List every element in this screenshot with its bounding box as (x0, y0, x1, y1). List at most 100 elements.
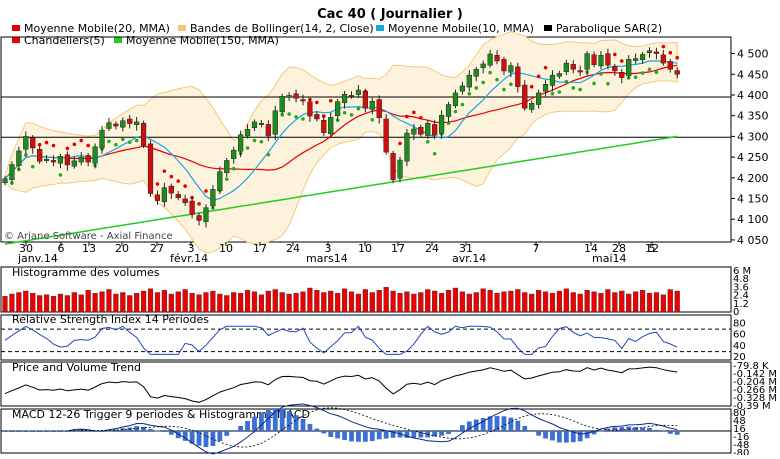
pvt-panel: Price and Volume Trend -79.8 K-0.142 M-0.… (0, 361, 777, 412)
candle-body (147, 143, 154, 194)
ma150-line (4, 135, 678, 245)
pvt-axis-label: -0.39 M (733, 401, 771, 412)
sar-dot (467, 91, 472, 96)
x-tick-label: 30 (19, 242, 33, 255)
volume-bar (154, 292, 161, 313)
sar-dot (224, 177, 229, 181)
sar-dot (370, 118, 375, 122)
ma20-line (4, 64, 678, 180)
macd-histogram-bar (203, 431, 209, 448)
candle-body (653, 51, 660, 54)
candle-body (633, 58, 639, 61)
rsi-axis-label: 60 (733, 330, 746, 341)
volume-bar (660, 294, 666, 313)
macd-histogram-bar (390, 431, 396, 438)
volume-bar (404, 291, 410, 313)
sar-dot (578, 87, 582, 92)
macd-histogram-bar (446, 431, 451, 434)
sar-dot (342, 110, 347, 115)
x-tick-label: 7 (533, 242, 540, 255)
macd-histogram-bar (356, 431, 361, 442)
macd-histogram-bar (383, 431, 389, 439)
volume-bar (307, 287, 313, 313)
macd-histogram-bar (182, 431, 188, 441)
macd-histogram-bar (563, 431, 569, 443)
sar-dot (79, 138, 84, 143)
sar-dot (557, 90, 562, 94)
volume-bar (619, 290, 625, 313)
sar-dot (529, 84, 534, 89)
candle-body (134, 121, 140, 125)
pvt-axis-label: -0.328 M (733, 393, 777, 404)
watermark: © Ariane Software - Axial Finance (4, 231, 173, 242)
y-tick-label: 4 200 (737, 172, 769, 185)
volume-bar (459, 291, 465, 313)
volume-bar (376, 290, 382, 313)
volume-bar (432, 290, 438, 313)
candle-body (64, 154, 70, 166)
sar-dot (654, 70, 659, 75)
volume-bar (161, 290, 167, 313)
sar-dot (460, 102, 465, 107)
candle-body (217, 171, 223, 191)
macd-histogram-bar (494, 416, 500, 431)
x-tick-label: 24 (286, 242, 300, 255)
volume-bar (127, 295, 133, 313)
candle-body (16, 150, 22, 166)
candle-body (577, 70, 583, 73)
volume-bar (445, 290, 452, 313)
volume-bar (341, 288, 348, 313)
volume-bar (390, 290, 396, 313)
volume-bar (584, 290, 590, 313)
candle-body (293, 93, 299, 99)
volume-axis-label: 3.6 (733, 282, 749, 293)
volume-bar (203, 292, 209, 313)
macd-histogram-bar (487, 416, 493, 431)
candle-body (598, 55, 604, 67)
legend-label: Moyenne Mobile(10, MMA) (388, 22, 534, 35)
macd-histogram-bar (557, 431, 562, 443)
volume-bar (633, 291, 639, 313)
candle-body (418, 127, 424, 135)
y-tick-label: 4 400 (737, 89, 769, 102)
macd-axis-label: 80 (733, 408, 746, 419)
sar-dot (301, 117, 305, 121)
legend-label: Moyenne Mobile(150, MMA) (126, 34, 279, 47)
volume-bar (134, 293, 140, 313)
sar-dot (640, 71, 645, 75)
y-tick-label: 4 150 (737, 193, 769, 206)
sar-dot (613, 52, 617, 57)
volume-bar (355, 293, 362, 313)
x-tick-label: 28 (612, 242, 626, 255)
volume-bar (64, 295, 70, 313)
candle-body (50, 160, 57, 163)
sar-dot (419, 115, 423, 120)
volume-bar (563, 288, 569, 313)
sar-dot (37, 142, 42, 147)
sar-dot (328, 98, 333, 103)
candle-body (487, 53, 493, 66)
candle-body (404, 132, 410, 162)
volume-bar (224, 295, 230, 313)
candle-body (99, 129, 105, 149)
sar-dot (204, 189, 208, 193)
macd-axis-label: -16 (733, 432, 749, 443)
macd-histogram-bar (259, 412, 264, 431)
volume-bar (529, 293, 535, 313)
volume-bar (99, 291, 105, 313)
y-tick-label: 4 250 (737, 151, 769, 164)
macd-histogram-bar (314, 428, 320, 431)
candle-body (279, 96, 285, 113)
volume-bar (279, 292, 285, 313)
macd-histogram-bar (459, 425, 465, 431)
volume-bar (556, 290, 563, 313)
sar-dot (280, 113, 285, 117)
macd-histogram-bar (453, 430, 458, 431)
macd-histogram-bar (286, 411, 292, 431)
candle-body (529, 103, 535, 110)
pvt-line (4, 366, 678, 403)
sar-dot (197, 202, 201, 206)
volume-axis-label: 6 M (733, 266, 751, 277)
macd-histogram-bar (529, 431, 535, 432)
sar-dot (633, 75, 638, 79)
